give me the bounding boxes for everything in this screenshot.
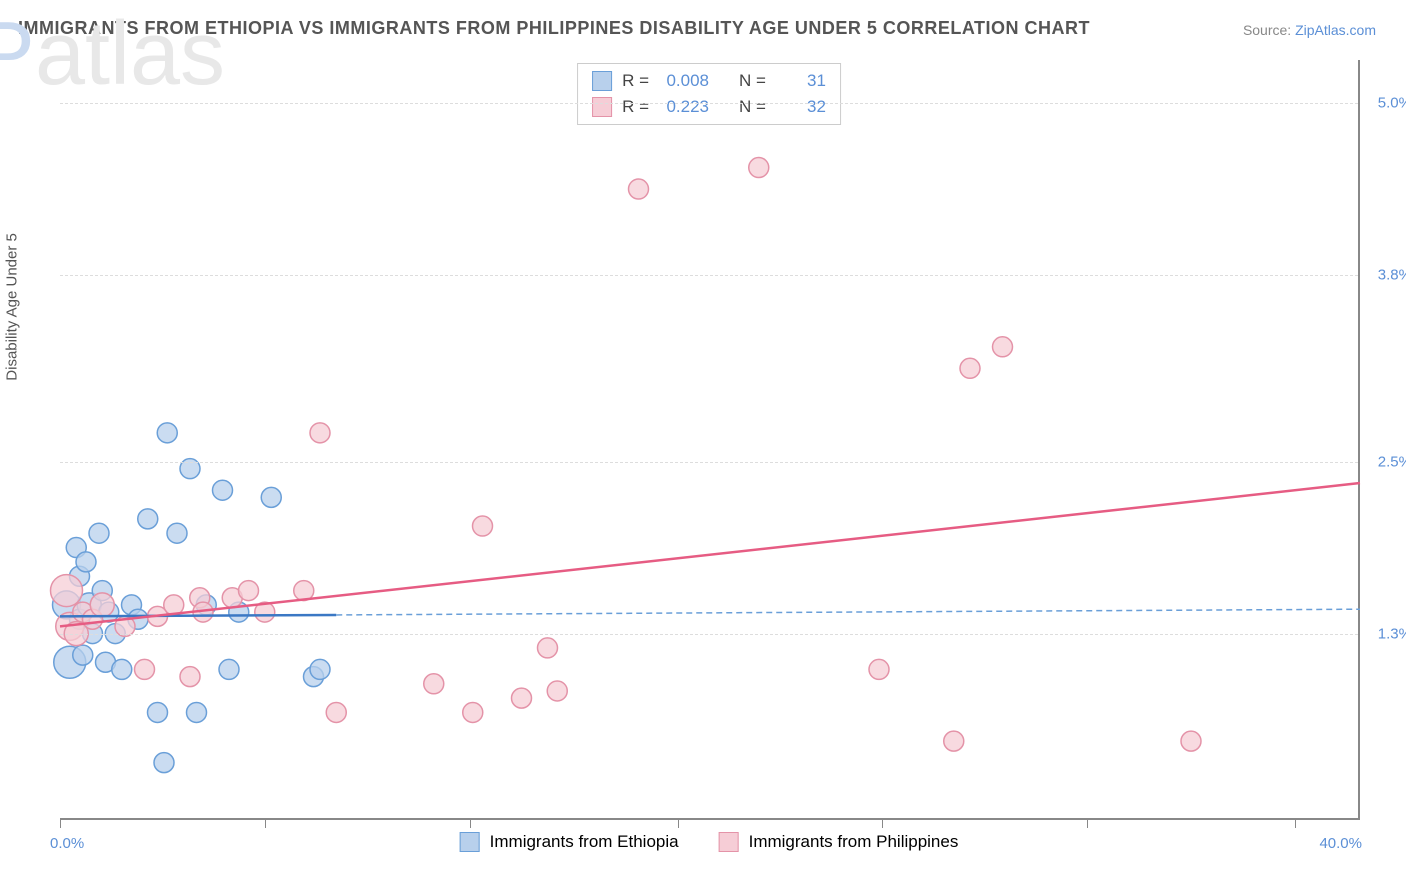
data-point-philippines (135, 659, 155, 679)
swatch-philippines (719, 832, 739, 852)
correlation-chart: IMMIGRANTS FROM ETHIOPIA VS IMMIGRANTS F… (0, 0, 1406, 892)
data-point-philippines (463, 702, 483, 722)
n-label: N = (739, 97, 766, 117)
data-point-philippines (51, 575, 83, 607)
data-point-philippines (629, 179, 649, 199)
data-point-ethiopia (89, 523, 109, 543)
data-point-ethiopia (187, 702, 207, 722)
data-point-ethiopia (148, 702, 168, 722)
source-label: Source: (1243, 22, 1295, 38)
data-point-philippines (239, 581, 259, 601)
trend-line-ethiopia-dashed (336, 609, 1360, 615)
n-value-ethiopia: 31 (776, 71, 826, 91)
trend-line-ethiopia (60, 615, 336, 616)
y-tick-label: 1.3% (1378, 625, 1406, 642)
data-point-philippines (424, 674, 444, 694)
gridline (60, 103, 1358, 104)
legend-item-philippines: Immigrants from Philippines (719, 832, 959, 852)
swatch-philippines (592, 97, 612, 117)
data-point-ethiopia (112, 659, 132, 679)
swatch-ethiopia (592, 71, 612, 91)
scatter-svg: ZIPatlas (60, 60, 1360, 820)
legend-row-ethiopia: R = 0.008 N = 31 (592, 68, 826, 94)
r-value-ethiopia: 0.008 (659, 71, 709, 91)
data-point-philippines (547, 681, 567, 701)
data-point-philippines (512, 688, 532, 708)
data-point-ethiopia (154, 753, 174, 773)
data-point-ethiopia (219, 659, 239, 679)
x-axis-min-label: 0.0% (50, 835, 84, 852)
x-tick (265, 818, 266, 828)
trend-line-philippines (60, 483, 1360, 626)
x-tick (1087, 818, 1088, 828)
series-label-ethiopia: Immigrants from Ethiopia (490, 832, 679, 852)
n-value-philippines: 32 (776, 97, 826, 117)
x-tick (678, 818, 679, 828)
legend-series: Immigrants from Ethiopia Immigrants from… (460, 832, 959, 852)
gridline (60, 275, 1358, 276)
data-point-philippines (538, 638, 558, 658)
data-point-ethiopia (157, 423, 177, 443)
chart-title: IMMIGRANTS FROM ETHIOPIA VS IMMIGRANTS F… (18, 18, 1090, 39)
r-value-philippines: 0.223 (659, 97, 709, 117)
data-point-ethiopia (310, 659, 330, 679)
data-point-philippines (869, 659, 889, 679)
data-point-philippines (326, 702, 346, 722)
gridline (60, 462, 1358, 463)
y-tick-label: 5.0% (1378, 95, 1406, 112)
data-point-ethiopia (138, 509, 158, 529)
x-tick (882, 818, 883, 828)
data-point-ethiopia (167, 523, 187, 543)
legend-stats: R = 0.008 N = 31 R = 0.223 N = 32 (577, 63, 841, 125)
r-label: R = (622, 97, 649, 117)
plot-area: ZIPatlas R = 0.008 N = 31 R = 0.223 N = … (60, 60, 1360, 820)
data-point-philippines (749, 158, 769, 178)
legend-item-ethiopia: Immigrants from Ethiopia (460, 832, 679, 852)
data-point-ethiopia (213, 480, 233, 500)
swatch-ethiopia (460, 832, 480, 852)
data-point-ethiopia (261, 487, 281, 507)
data-point-philippines (944, 731, 964, 751)
data-point-philippines (180, 667, 200, 687)
y-tick-label: 2.5% (1378, 453, 1406, 470)
x-axis-max-label: 40.0% (1319, 835, 1362, 852)
x-tick (60, 818, 61, 828)
source-attribution: Source: ZipAtlas.com (1243, 22, 1376, 38)
data-point-philippines (473, 516, 493, 536)
n-label: N = (739, 71, 766, 91)
data-point-philippines (960, 358, 980, 378)
x-tick (1295, 818, 1296, 828)
data-point-philippines (310, 423, 330, 443)
data-point-philippines (1181, 731, 1201, 751)
data-point-ethiopia (76, 552, 96, 572)
r-label: R = (622, 71, 649, 91)
y-axis-label: Disability Age Under 5 (4, 233, 21, 381)
data-point-ethiopia (73, 645, 93, 665)
x-tick (470, 818, 471, 828)
data-point-philippines (993, 337, 1013, 357)
gridline (60, 634, 1358, 635)
source-link[interactable]: ZipAtlas.com (1295, 22, 1376, 38)
data-point-philippines (90, 593, 114, 617)
legend-row-philippines: R = 0.223 N = 32 (592, 94, 826, 120)
series-label-philippines: Immigrants from Philippines (749, 832, 959, 852)
y-tick-label: 3.8% (1378, 267, 1406, 284)
